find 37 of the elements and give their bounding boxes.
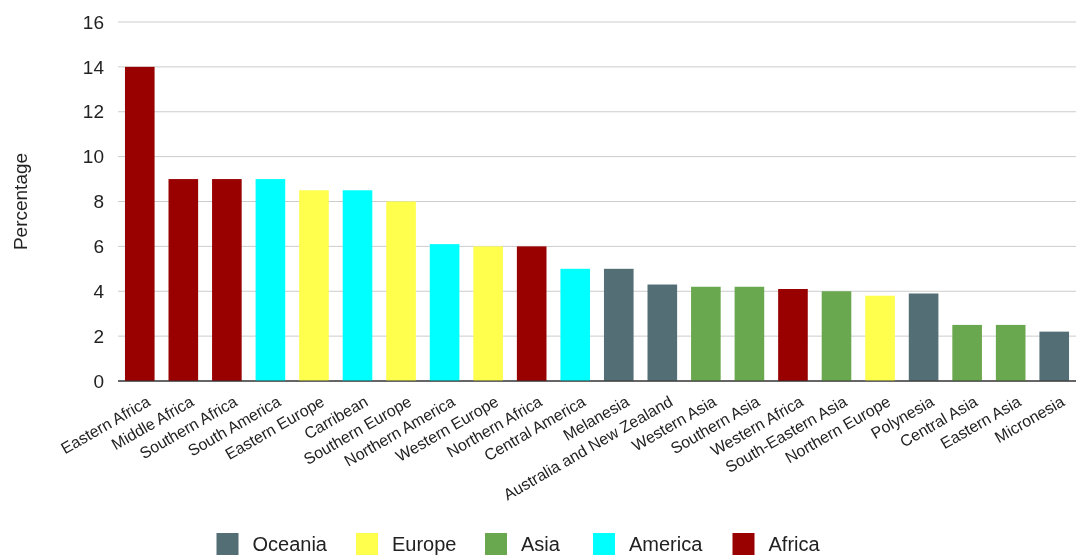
y-tick-label: 4: [93, 280, 105, 302]
bar: [516, 246, 547, 381]
bar: [429, 244, 460, 381]
bar: [124, 66, 155, 381]
bar: [691, 286, 721, 381]
legend-label: Africa: [768, 533, 821, 555]
bar: [1039, 331, 1070, 381]
y-tick-label: 14: [82, 56, 105, 78]
bar: [560, 268, 591, 381]
legend-label: Europe: [392, 533, 457, 555]
legend-label: Asia: [521, 533, 561, 555]
bar: [473, 246, 503, 381]
bar: [212, 179, 242, 381]
y-tick-label: 0: [93, 370, 104, 392]
y-tick-label: 6: [93, 236, 104, 258]
bar: [908, 293, 939, 381]
y-tick-label: 16: [82, 11, 104, 33]
bar: [603, 268, 634, 381]
y-tick-label: 10: [82, 146, 104, 168]
y-tick-label: 12: [82, 101, 104, 123]
bar: [821, 291, 852, 381]
bar: [995, 324, 1026, 381]
bar: [734, 286, 765, 381]
bar: [386, 201, 416, 381]
bar: [778, 289, 808, 381]
bar: [647, 284, 678, 381]
bar: [168, 179, 199, 381]
y-tick-label: 8: [93, 191, 104, 213]
y-axis-title: Percentage: [10, 152, 31, 251]
bar: [865, 295, 895, 381]
legend-label: Oceania: [252, 533, 328, 555]
bar: [952, 324, 982, 381]
bar: [255, 179, 286, 381]
bar: [299, 190, 329, 381]
y-tick-label: 2: [93, 325, 104, 347]
bar: [342, 190, 373, 381]
legend-label: America: [629, 533, 704, 555]
